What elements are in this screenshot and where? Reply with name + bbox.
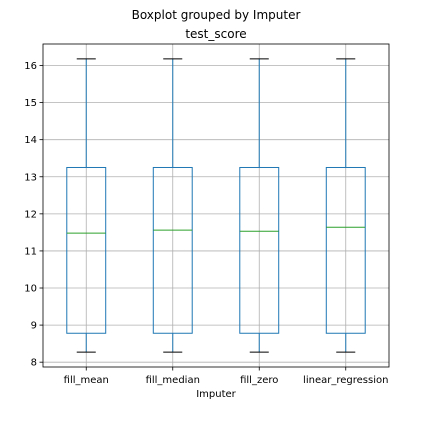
x-tick-label: fill_median bbox=[146, 375, 200, 386]
x-axis-ticks: fill_mean fill_median fill_zero linear_regr… bbox=[64, 367, 388, 386]
chart-suptitle: Boxplot grouped by Imputer bbox=[132, 8, 301, 22]
box-group-fill-zero bbox=[239, 58, 280, 353]
y-tick-label: 11 bbox=[24, 246, 37, 257]
x-tick-label: fill_mean bbox=[64, 375, 109, 386]
y-tick-label: 12 bbox=[24, 209, 37, 220]
x-tick-label: fill_zero bbox=[240, 375, 278, 386]
iqr-box bbox=[152, 166, 193, 334]
y-axis-ticks: 8 9 10 11 12 13 14 15 16 bbox=[24, 61, 43, 369]
iqr-box bbox=[325, 166, 366, 334]
x-tick-label: linear_regression bbox=[303, 375, 388, 386]
box-group-linear-regression bbox=[325, 58, 366, 353]
y-tick-label: 8 bbox=[31, 358, 37, 369]
y-tick-label: 16 bbox=[24, 61, 37, 72]
chart-title: test_score bbox=[185, 27, 246, 41]
x-axis-label: Imputer bbox=[196, 389, 236, 400]
plot-frame bbox=[42, 43, 390, 368]
y-tick-label: 13 bbox=[24, 172, 37, 183]
box-group-fill-median bbox=[152, 58, 193, 353]
y-tick-label: 9 bbox=[31, 321, 37, 332]
iqr-box bbox=[239, 166, 280, 334]
y-tick-label: 14 bbox=[24, 135, 37, 146]
box-group-fill-mean bbox=[66, 58, 107, 353]
iqr-box bbox=[66, 166, 107, 334]
y-tick-label: 15 bbox=[24, 98, 37, 109]
y-tick-label: 10 bbox=[24, 284, 37, 295]
box-series bbox=[66, 58, 366, 353]
grid-lines bbox=[43, 44, 389, 367]
